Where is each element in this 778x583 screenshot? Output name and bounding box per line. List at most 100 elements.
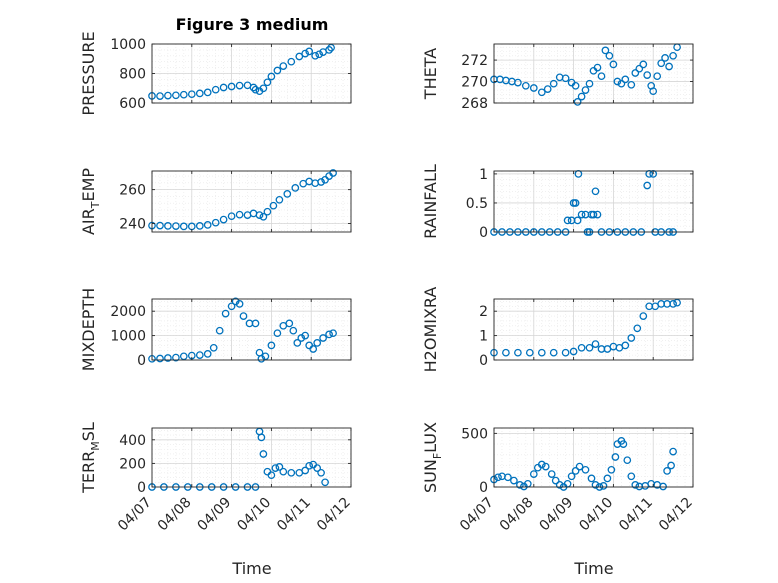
plot-area: [494, 299, 693, 360]
data-point: [195, 222, 204, 230]
y-axis-label-main: H2OMIXRA: [421, 287, 440, 373]
x-tick-label: 04/12: [656, 495, 696, 535]
data-point: [227, 212, 236, 221]
data-point: [325, 330, 333, 339]
plot-area: [494, 428, 693, 487]
data-point: [611, 453, 620, 461]
data-point: [251, 85, 260, 94]
axes-box: [151, 170, 352, 233]
data-point: [525, 348, 534, 357]
data-point: [327, 43, 335, 52]
data-point: [172, 222, 180, 230]
data-point: [657, 59, 666, 68]
x-tick-label: 04/11: [616, 495, 656, 535]
data-point: [179, 90, 188, 99]
data-point: [301, 331, 310, 340]
data-point: [494, 473, 502, 482]
data-point: [591, 481, 600, 489]
data-point: [621, 341, 630, 350]
y-tick-label: 272: [461, 53, 488, 69]
data-point: [555, 481, 564, 489]
data-point: [267, 341, 276, 350]
data-point: [537, 88, 546, 97]
data-point: [311, 51, 320, 60]
y-axis-label: MIXDEPTH: [79, 288, 98, 371]
data-point: [195, 89, 204, 98]
data-point: [665, 62, 673, 71]
subplot-h2omixra: 0 1 2 H2OMIXRA: [421, 287, 694, 373]
data-point: [673, 298, 681, 307]
y-tick-label: 2: [479, 304, 488, 320]
data-point: [589, 210, 598, 219]
data-point: [211, 85, 220, 94]
y-tick-label: 2000: [110, 304, 146, 320]
data-point: [313, 339, 322, 347]
data-point: [235, 300, 244, 308]
y-axis-label: TERRMSL: [79, 422, 102, 494]
data-point: [164, 91, 172, 100]
data-point: [585, 343, 594, 352]
data-point: [255, 211, 264, 219]
axes-box: [151, 298, 352, 361]
data-point: [521, 81, 530, 90]
data-point: [631, 481, 640, 489]
plot-area: [494, 171, 693, 232]
y-tick-label: 270: [461, 75, 488, 91]
data-point: [617, 79, 626, 88]
data-point: [305, 47, 314, 56]
data-point: [156, 354, 164, 363]
data-point: [516, 481, 524, 489]
data-point: [263, 78, 272, 87]
y-tick-label: 0: [137, 480, 146, 496]
data-point: [605, 51, 614, 60]
data-point: [203, 350, 212, 358]
x-tick-label: 04/07: [115, 495, 155, 535]
data-point: [195, 351, 204, 359]
y-axis-label-main: SUN: [421, 459, 440, 493]
y-tick-label: 260: [119, 183, 146, 199]
data-point: [267, 471, 276, 480]
data-point: [227, 82, 236, 91]
data-point: [257, 433, 266, 442]
x-tick-label: 04/11: [274, 495, 314, 535]
x-axis-label-right: Time: [573, 559, 613, 578]
y-tick-label: 240: [119, 217, 146, 233]
data-point: [669, 300, 677, 308]
data-point: [659, 482, 667, 491]
data-point: [529, 470, 538, 478]
data-point: [561, 348, 570, 357]
x-tick-label: 04/10: [576, 495, 616, 535]
data-point: [259, 84, 268, 93]
data-point: [259, 450, 268, 458]
data-point: [573, 216, 582, 225]
y-tick-label: 400: [119, 433, 146, 449]
subplot-pressure: 600 800 1000 PRESSURE: [79, 31, 352, 116]
y-tick-label: 0: [137, 353, 146, 369]
data-point: [607, 465, 616, 474]
data-point: [275, 463, 284, 471]
x-tick-label: 04/07: [457, 495, 497, 535]
data-point: [537, 460, 546, 469]
axes-box: [493, 427, 694, 488]
data-point: [305, 461, 314, 470]
y-axis-label-main: THETA: [421, 48, 440, 100]
y-axis-label: H2OMIXRA: [421, 287, 440, 373]
data-point: [329, 329, 337, 338]
data-series: [148, 169, 337, 231]
data-point: [619, 440, 628, 448]
data-point: [591, 340, 600, 348]
y-tick-label: 0: [479, 480, 488, 496]
data-point: [295, 52, 304, 61]
data-point: [510, 476, 518, 485]
data-point: [575, 462, 584, 471]
data-point: [219, 83, 228, 92]
data-point: [239, 312, 248, 320]
data-point: [621, 75, 630, 84]
y-axis-label-tail: SL: [79, 422, 98, 441]
data-point: [249, 83, 258, 92]
data-point: [549, 348, 558, 357]
data-point: [203, 88, 212, 97]
data-point: [504, 473, 512, 482]
y-tick-label: 0.5: [466, 196, 488, 212]
